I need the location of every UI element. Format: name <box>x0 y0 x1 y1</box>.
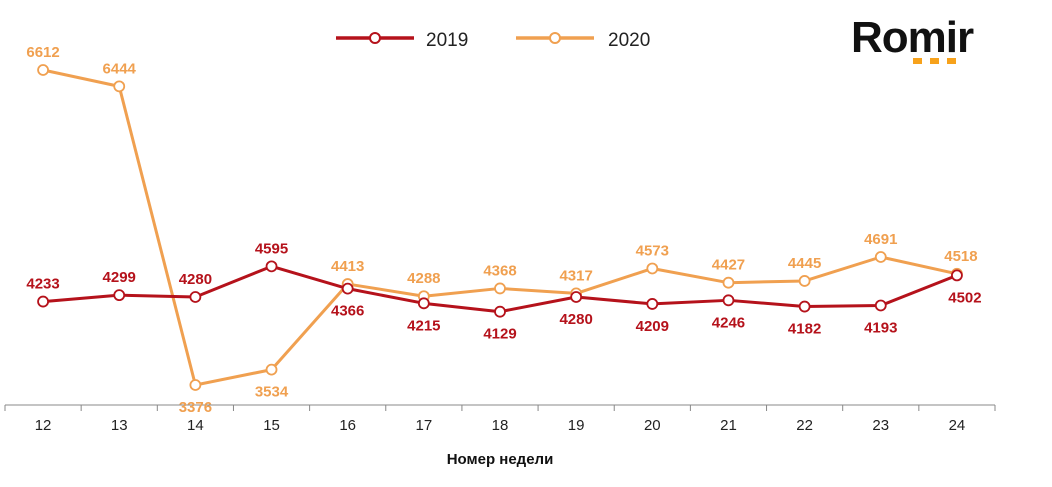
point-2019-16 <box>341 282 354 295</box>
x-tick-label-19: 19 <box>568 417 585 434</box>
x-tick-label-18: 18 <box>492 417 509 434</box>
data-label-2019-20: 4209 <box>636 318 669 335</box>
point-2019-15 <box>265 260 278 273</box>
data-label-2019-21: 4246 <box>712 314 745 331</box>
x-tick-label-12: 12 <box>35 417 52 434</box>
data-label-2020-16: 4413 <box>331 258 364 275</box>
x-tick-label-24: 24 <box>949 417 966 434</box>
point-2020-18 <box>494 282 506 295</box>
point-2020-22 <box>798 275 811 287</box>
data-label-2019-15: 4595 <box>255 240 288 257</box>
legend-label-2020: 2020 <box>608 30 650 51</box>
x-tick-label-22: 22 <box>796 417 813 434</box>
data-label-2019-23: 4193 <box>864 319 897 336</box>
point-2020-12 <box>37 64 49 76</box>
point-2020-15 <box>265 363 278 376</box>
x-tick-label-14: 14 <box>187 417 204 434</box>
x-tick-label-17: 17 <box>416 417 433 434</box>
legend-marker-2020 <box>549 32 561 44</box>
legend-label-2019: 2019 <box>426 30 468 51</box>
data-label-2020-21: 4427 <box>712 257 745 274</box>
data-label-2019-14: 4280 <box>179 271 212 288</box>
data-label-2020-19: 4317 <box>559 267 592 284</box>
point-2019-24 <box>951 269 963 282</box>
x-tick-label-16: 16 <box>339 417 356 434</box>
data-label-2020-15: 3534 <box>255 384 289 401</box>
x-tick-label-23: 23 <box>872 417 889 434</box>
point-2020-23 <box>874 251 887 263</box>
x-tick-label-15: 15 <box>263 417 280 434</box>
point-2019-17 <box>417 297 430 310</box>
data-label-2019-19: 4280 <box>559 311 592 328</box>
point-2019-12 <box>37 295 49 308</box>
data-label-2019-24: 4502 <box>948 289 981 306</box>
x-tick-label-21: 21 <box>720 417 737 434</box>
point-2020-20 <box>646 262 659 275</box>
logo-text: Romir <box>851 13 974 62</box>
data-label-2020-17: 4288 <box>407 270 440 287</box>
data-label-2020-20: 4573 <box>636 242 669 259</box>
data-label-2019-12: 4233 <box>26 276 59 293</box>
point-2020-21 <box>722 276 735 289</box>
data-label-2019-16: 4366 <box>331 303 364 320</box>
x-tick-label-13: 13 <box>111 417 128 434</box>
data-label-2019-17: 4215 <box>407 317 440 334</box>
data-label-2019-22: 4182 <box>788 321 821 338</box>
point-2019-13 <box>113 289 126 302</box>
romir-logo: Romir <box>851 13 975 64</box>
logo-dot-1 <box>913 58 922 64</box>
point-2020-13 <box>113 80 126 93</box>
point-2019-23 <box>874 299 887 312</box>
logo-dot-3 <box>947 58 956 64</box>
logo-dot-2 <box>930 58 939 64</box>
point-2019-20 <box>646 298 659 310</box>
data-label-2020-12: 6612 <box>26 44 59 61</box>
series-lines <box>37 64 963 391</box>
data-label-2020-23: 4691 <box>864 231 897 248</box>
data-label-2019-13: 4299 <box>103 269 136 286</box>
data-label-2020-13: 6444 <box>103 60 137 77</box>
x-axis-title: Номер недели <box>447 451 554 468</box>
data-label-2020-24: 4518 <box>944 248 977 265</box>
legend: 2019 2020 <box>336 30 650 51</box>
x-axis: 12 13 14 15 16 17 18 19 20 21 22 23 24 <box>4 404 996 434</box>
point-2019-18 <box>494 305 506 318</box>
point-2019-22 <box>798 300 811 313</box>
data-labels: 6612 6444 3376 3534 4413 4288 4368 4317 4573 4427… <box>26 44 981 416</box>
x-tick-label-20: 20 <box>644 417 661 434</box>
data-label-2020-14: 3376 <box>179 399 212 416</box>
point-2019-21 <box>722 294 735 307</box>
point-2019-14 <box>189 291 202 303</box>
legend-marker-2019 <box>369 32 381 44</box>
point-2019-19 <box>570 291 583 303</box>
data-label-2019-18: 4129 <box>483 326 516 343</box>
data-label-2020-22: 4445 <box>788 255 821 272</box>
point-2020-14 <box>189 379 202 391</box>
data-label-2020-18: 4368 <box>483 262 516 279</box>
